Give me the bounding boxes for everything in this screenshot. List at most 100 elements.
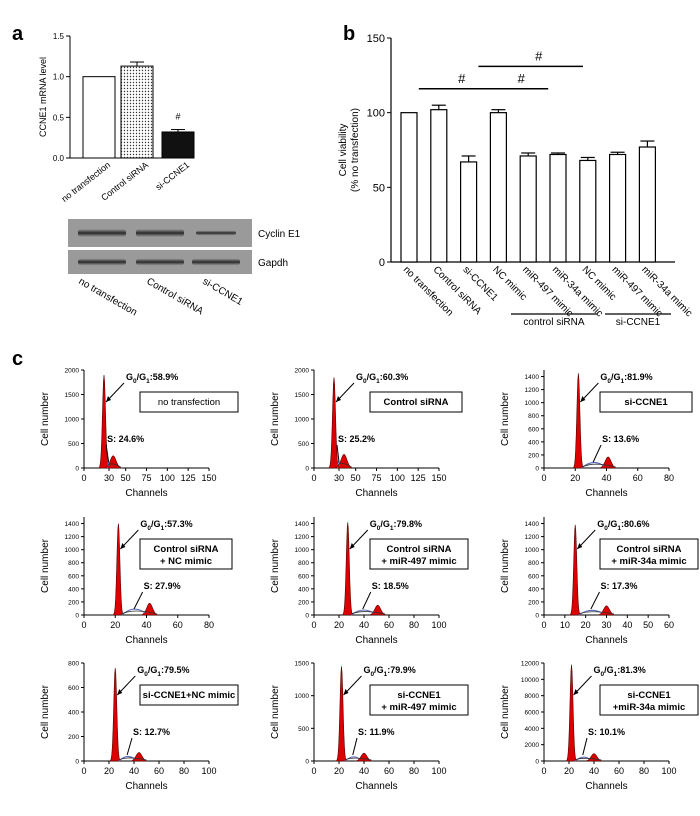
y-tick-label: 1500 [295, 392, 310, 399]
bar-8 [638, 146, 657, 263]
g0g1-arrowhead [580, 396, 586, 402]
blot-band [78, 258, 126, 266]
x-tick-label: 60 [633, 473, 643, 483]
blot-band [78, 229, 126, 237]
g0g1-value: :58.9% [150, 372, 179, 382]
blot-lane-label: no transfection [77, 276, 139, 318]
x-tick-label: 50 [351, 473, 361, 483]
x-tick-label: 20 [110, 620, 120, 630]
y-tick-label: 1000 [65, 547, 80, 554]
y-tick-label: 800 [298, 560, 309, 567]
s-phase-curve [581, 462, 604, 469]
x-axis-label: Channels [585, 781, 627, 792]
x-tick-label: 60 [384, 766, 394, 776]
y-tick-label: 1500 [65, 392, 80, 399]
x-tick-label: 40 [622, 620, 632, 630]
panel-letter-c: c [12, 348, 23, 370]
g0g1-arrowhead [120, 543, 126, 549]
y-axis-label-line1: Cell viability [338, 124, 349, 177]
x-axis-label: Channels [125, 635, 167, 646]
y-axis-label: Cell number [500, 684, 511, 739]
x-tick-label: 40 [129, 766, 139, 776]
x-tick-label: 30 [601, 620, 611, 630]
s-phase-curve [121, 608, 146, 616]
y-tick-label: 500 [298, 726, 309, 733]
g0g1-value: :60.3% [380, 372, 409, 382]
x-tick-label: 50 [121, 473, 131, 483]
significance-mark: # [535, 48, 543, 63]
x-tick-label: 0 [81, 766, 86, 776]
x-tick-label: 40 [359, 620, 369, 630]
bar-1 [430, 109, 448, 263]
g0g1-prefix: G [594, 665, 601, 675]
condition-label-box [599, 684, 699, 716]
x-tick-label: 80 [409, 766, 419, 776]
g0g1-prefix: G [364, 665, 371, 675]
condition-label: si-CCNE1 [397, 690, 441, 701]
y-tick-label: 200 [298, 599, 309, 606]
blot-band [196, 230, 236, 236]
x-tick-label: 60 [173, 620, 183, 630]
y-tick-label: 800 [528, 413, 539, 420]
x-tick-label: si-CCNE1 [154, 160, 192, 193]
s-annotation: S: 27.9% [144, 581, 181, 591]
y-axis-label-line2: (% no transfection) [350, 108, 361, 192]
bar-4 [519, 155, 537, 263]
significance-mark: # [458, 71, 466, 86]
g0g1-sub1: 1 [376, 378, 380, 385]
condition-label-box [139, 538, 233, 570]
y-tick-label: 2000 [295, 368, 310, 375]
g0g1-annotation: G0/G1:60.3% [356, 372, 408, 385]
g0g1-peak [572, 373, 585, 469]
y-axis-label: Cell number [500, 538, 511, 593]
y-tick-label: 1000 [65, 417, 80, 424]
y-tick-label: 2000 [525, 742, 540, 749]
y-tick-label: 0 [75, 466, 79, 473]
bar-5 [549, 153, 567, 263]
y-axis-label: Cell number [270, 684, 281, 739]
x-tick-label: 80 [664, 473, 674, 483]
condition-label: Control siRNA [154, 544, 219, 555]
panel-b-bar-chart: 0 50 100 150 Cell viability (% no transfectio… [338, 33, 694, 328]
y-axis-label: Cell number [270, 538, 281, 593]
g0g1-peak [565, 664, 578, 762]
histogram-plot: 0 200 400 600 800 1000 1200 1400 0 20 40 60 80 Channe… [40, 517, 233, 646]
y-tick-label: 0 [535, 466, 539, 473]
g0g1-prefix: G [356, 372, 363, 382]
x-tick-label: 80 [179, 766, 189, 776]
fit-curve [350, 611, 386, 615]
histogram-plot: 0 200 400 600 800 0 20 40 60 80 100 Channels Cell nu… [40, 661, 239, 792]
y-tick-label: 200 [68, 734, 79, 741]
x-tick-label: 80 [409, 620, 419, 630]
y-tick-label: 1000 [295, 547, 310, 554]
y-tick-label: 1200 [525, 534, 540, 541]
g0g1-arrowhead [343, 689, 349, 695]
bar-0 [400, 112, 418, 263]
x-axis-label: Channels [585, 635, 627, 646]
blot-lane-label: Control siRNA [145, 276, 206, 317]
bar-7 [608, 153, 627, 263]
x-axis-label: Channels [585, 488, 627, 499]
x-tick-label: 30 [334, 473, 344, 483]
x-tick-label: 20 [564, 766, 574, 776]
condition-label: + NC mimic [160, 556, 212, 567]
histogram-plot: 0 500 1000 1500 0 20 40 60 80 100 Channels Cell num… [270, 661, 469, 792]
y-tick-label: 400 [528, 586, 539, 593]
y-tick-label: 0 [75, 613, 79, 620]
s-arrow [592, 444, 602, 463]
fit-curve [344, 757, 372, 761]
g0g1-arrowhead [577, 543, 583, 549]
g0g1-arrowhead [106, 396, 111, 402]
y-tick-label: 12000 [521, 661, 539, 668]
x-tick-label: miR-34a mimic [639, 264, 694, 319]
fit-curve [336, 462, 352, 468]
s-arrow [336, 444, 340, 463]
x-axis-label: Channels [355, 635, 397, 646]
y-tick-label: 800 [68, 661, 79, 668]
g0g1-value: :79.9% [387, 665, 416, 675]
g0g1-value: :79.5% [161, 665, 190, 675]
bar-2 [460, 161, 478, 263]
y-tick-label: 1000 [295, 417, 310, 424]
